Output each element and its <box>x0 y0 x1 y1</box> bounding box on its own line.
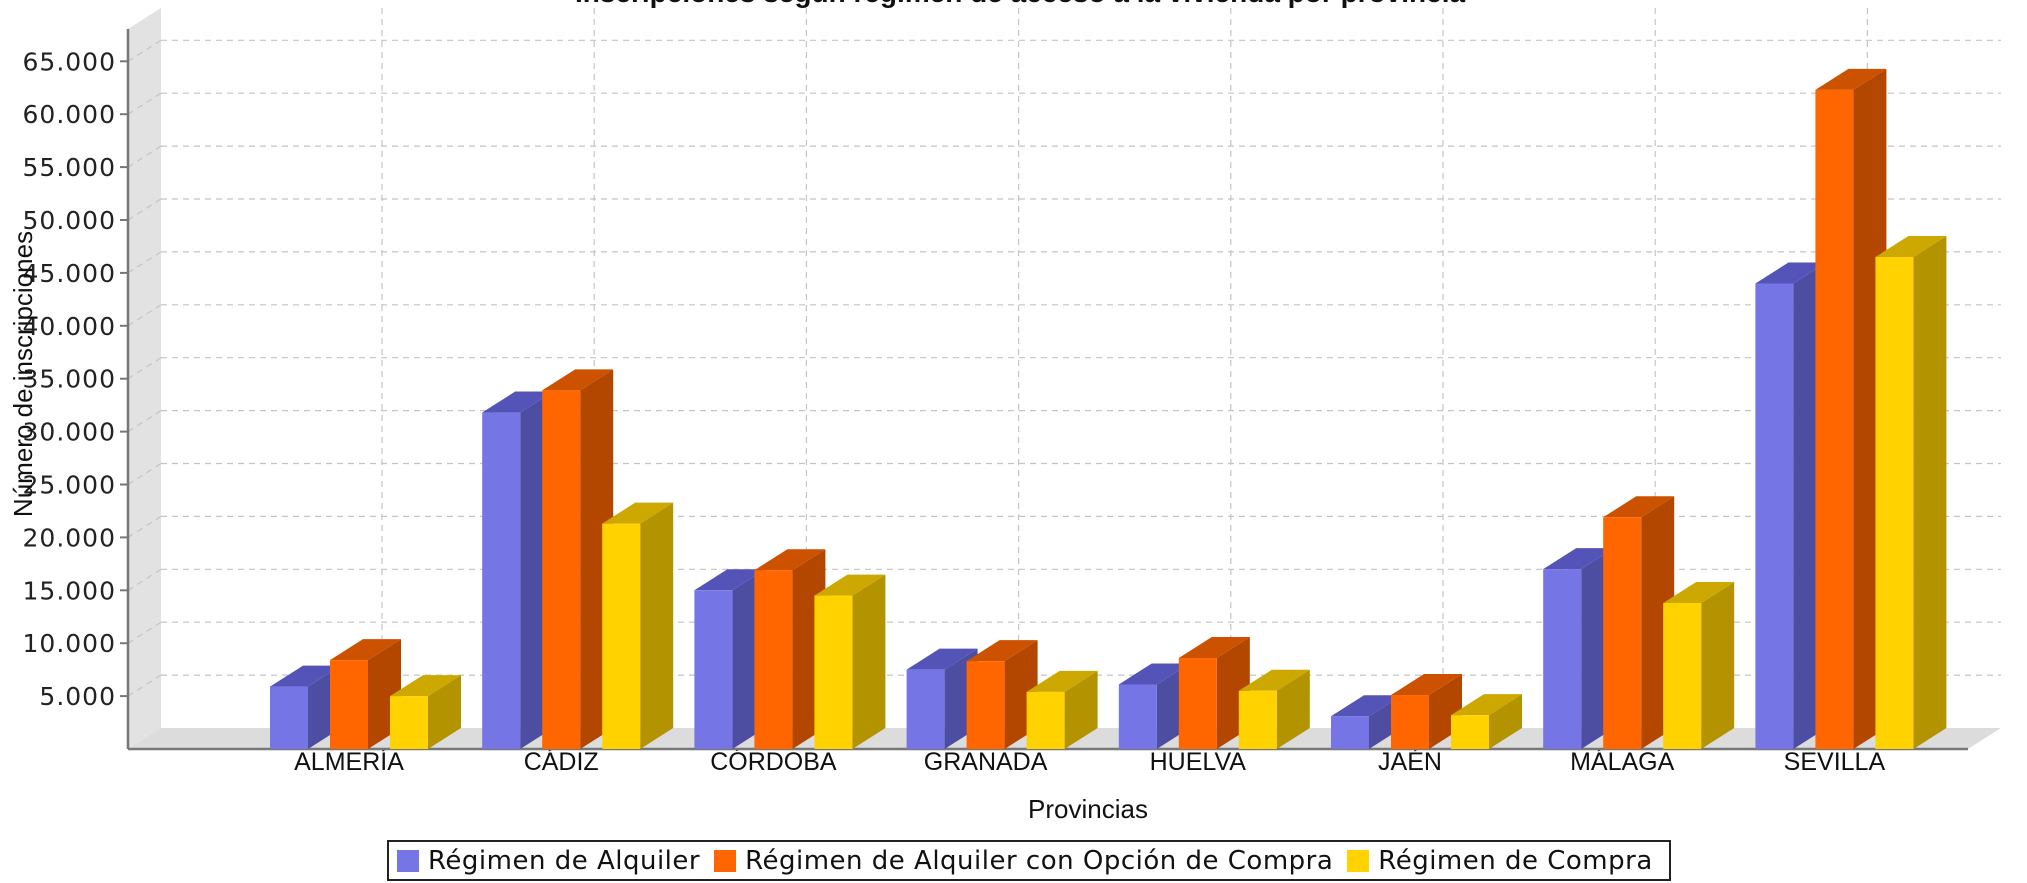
bar <box>1391 695 1429 749</box>
x-axis-title: Provincias <box>1028 794 1148 824</box>
y-tick-label: 25.000 <box>23 471 116 500</box>
bar-side <box>852 574 886 749</box>
y-tick-label: 35.000 <box>23 365 116 394</box>
bar <box>270 686 308 749</box>
legend-label: Régimen de Compra <box>1378 845 1653 876</box>
bar <box>1331 716 1369 749</box>
bar-top <box>1451 694 1522 716</box>
legend-swatch <box>397 849 419 872</box>
bar-side <box>640 502 674 749</box>
bar <box>1543 569 1582 749</box>
y-tick-label: 40.000 <box>23 312 116 341</box>
y-axis-title: Número de inscripciones <box>8 231 38 517</box>
bar-top <box>542 369 614 391</box>
x-tick-label: SEVILLA <box>1784 748 1886 776</box>
y-tick-label: 55.000 <box>23 153 116 182</box>
bar <box>1815 89 1854 750</box>
bar <box>542 390 581 749</box>
bar-top <box>1178 637 1250 659</box>
bar <box>1026 691 1065 749</box>
bar-top <box>1026 670 1098 692</box>
bar-side <box>1489 694 1522 749</box>
legend-label: Régimen de Alquiler con Opción de Compra <box>745 845 1334 876</box>
y-tick-label: 60.000 <box>23 100 116 129</box>
x-tick-label: CÓRDOBA <box>710 747 837 776</box>
bar <box>906 669 945 749</box>
x-tick-label: CÁDIZ <box>524 747 599 776</box>
bar <box>482 412 521 749</box>
bar <box>1238 690 1277 749</box>
bar <box>330 660 368 749</box>
bar-top <box>390 675 461 697</box>
legend-item: Régimen de Alquiler con Opción de Compra <box>714 846 1333 876</box>
bar <box>1178 658 1217 749</box>
legend-item: Régimen de Alquiler <box>397 846 700 876</box>
bar-side <box>1913 236 1947 749</box>
plot-area: 5.000 10.000 15.000 20.000 25.000 30.000 35.00… <box>23 8 2001 776</box>
x-tick-label: ALMERÍA <box>294 747 404 776</box>
chart-title: Inscripciones según régimen de acceso a … <box>575 0 1466 8</box>
bar-top <box>1603 496 1675 518</box>
y-tick-label: 10.000 <box>23 629 116 658</box>
y-tick-label: 30.000 <box>23 418 116 447</box>
bar-top <box>1875 236 1947 258</box>
y-tick-label: 50.000 <box>23 206 116 235</box>
y-tick-label: 45.000 <box>23 259 116 288</box>
legend: Régimen de Alquiler Régimen de Alquiler c… <box>387 840 1671 881</box>
bar <box>1875 257 1914 749</box>
bar-top <box>1118 663 1190 685</box>
bar-top <box>330 639 401 661</box>
bar-top <box>1391 674 1462 696</box>
bar-top <box>906 648 978 670</box>
bar-chart: Inscripciones según régimen de acceso a … <box>8 0 2001 824</box>
bar <box>1663 602 1702 749</box>
bar-top <box>1815 68 1887 90</box>
bar-top <box>814 574 886 596</box>
x-tick-label: GRANADA <box>924 748 1048 776</box>
bar-top <box>1755 262 1827 284</box>
legend-swatch <box>1347 849 1370 872</box>
bar-top <box>1543 548 1615 570</box>
bar-top <box>1238 669 1310 691</box>
bar-top <box>694 569 766 591</box>
x-tick-label: MÁLAGA <box>1570 747 1675 776</box>
bar-side <box>1064 670 1098 749</box>
bar-top <box>270 665 341 687</box>
bar <box>602 523 641 749</box>
bar <box>1603 517 1642 749</box>
y-tick-label: 15.000 <box>23 576 116 605</box>
bar-top <box>754 549 826 571</box>
plot-side-wall <box>128 8 161 749</box>
bar-top <box>966 640 1038 662</box>
bar-top <box>482 391 554 413</box>
x-tick-label: HUELVA <box>1150 748 1247 776</box>
bar-top <box>1331 695 1402 717</box>
bar <box>966 661 1005 749</box>
bar <box>754 570 793 749</box>
legend-swatch <box>714 849 737 872</box>
bar-top <box>602 502 674 524</box>
bar-side <box>1701 581 1735 749</box>
y-tick-label: 5.000 <box>39 682 116 711</box>
bar <box>1451 715 1489 749</box>
legend-item: Régimen de Compra <box>1347 846 1652 876</box>
x-tick-label: JAÉN <box>1378 747 1442 776</box>
bar-top <box>1663 581 1735 603</box>
bar <box>694 590 733 749</box>
bar-side <box>1276 669 1310 749</box>
bar <box>390 696 428 749</box>
bar-side <box>428 675 461 749</box>
legend-label: Régimen de Alquiler <box>428 845 701 876</box>
bar <box>1118 684 1157 749</box>
bar <box>814 595 853 749</box>
y-tick-label: 20.000 <box>23 523 116 552</box>
bar <box>1755 283 1794 749</box>
y-tick-label: 65.000 <box>23 47 116 76</box>
